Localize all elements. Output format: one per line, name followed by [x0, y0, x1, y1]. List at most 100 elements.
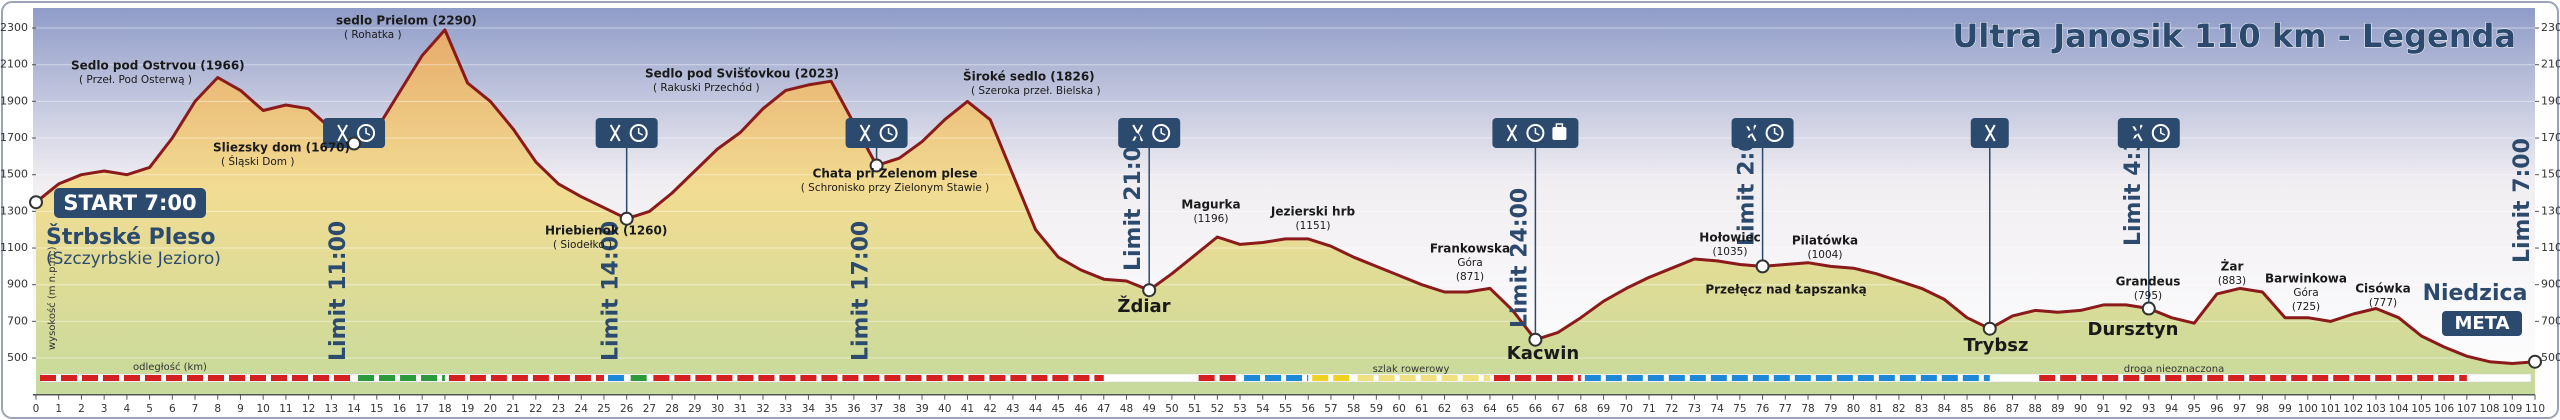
clock-icon: [1765, 124, 1784, 142]
x-tick-label: 106: [2434, 403, 2454, 415]
x-tick-label: 23: [552, 403, 565, 415]
clock-icon: [2151, 124, 2170, 142]
x-tick-label: 75: [1733, 403, 1746, 415]
knife-icon: [337, 124, 348, 142]
waypoint: [1528, 332, 1543, 347]
x-tick-label: 7: [192, 403, 199, 415]
clock-icon: [1526, 124, 1545, 142]
x-tick-label: 51: [1188, 403, 1201, 415]
x-tick-label: 16: [393, 403, 407, 415]
knife-icon: [609, 124, 621, 142]
knife-icon: [1745, 124, 1757, 142]
x-tick-label: 88: [2029, 403, 2042, 415]
x-tick-label: 36: [847, 403, 861, 415]
x-tick-label: 48: [1120, 403, 1133, 415]
y-tick-label-right: 900: [2541, 278, 2560, 291]
x-tick-label: 70: [1620, 403, 1633, 415]
x-tick-label: 21: [506, 403, 519, 415]
clock-icon: [879, 124, 898, 142]
place-label: Niedzica: [2423, 281, 2528, 306]
x-tick-label: 55: [1279, 403, 1292, 415]
peak-label: Barwinkowa: [2265, 272, 2347, 286]
x-tick-label: 59: [1370, 403, 1383, 415]
finish-label: META: [2454, 313, 2509, 334]
x-tick-label: 91: [2097, 403, 2110, 415]
x-tick-label: 95: [2188, 403, 2201, 415]
place-label: Dursztyn: [2088, 319, 2179, 340]
x-tick-label: 9: [237, 403, 244, 415]
x-tick-label: 89: [2051, 403, 2064, 415]
x-tick-label: 13: [325, 403, 338, 415]
x-tick-label: 82: [1892, 403, 1905, 415]
y-tick-label: 1900: [0, 94, 28, 107]
x-tick-label: 57: [1324, 403, 1337, 415]
waypoint: [2141, 301, 2156, 316]
x-tick-label: 54: [1256, 403, 1270, 415]
x-tick-label: 102: [2343, 403, 2363, 415]
peak-sublabel: Góra: [1457, 257, 1482, 269]
x-tick-label: 77: [1779, 403, 1792, 415]
peak-sublabel: (795): [2134, 290, 2162, 302]
x-tick-label: 32: [756, 403, 769, 415]
y-tick-label-right: 2100: [2541, 58, 2560, 71]
y-tick-label-right: 1500: [2541, 168, 2560, 181]
area-fill: [36, 29, 2535, 395]
y-tick-label: 500: [7, 351, 28, 364]
x-tick-label: 45: [1052, 403, 1065, 415]
peak-label: Frankowska: [1430, 242, 1510, 256]
x-tick-label: 105: [2411, 403, 2431, 415]
peak-label: Hriebienok (1260): [545, 224, 667, 238]
clock-icon: [629, 124, 648, 142]
y-tick-label-right: 1100: [2541, 241, 2560, 254]
x-tick-label: 84: [1938, 403, 1952, 415]
finish-box: [2442, 311, 2522, 336]
x-tick-label: 83: [1915, 403, 1928, 415]
x-tick-label: 0: [33, 403, 40, 415]
clock-hands: [637, 128, 644, 136]
x-tick-label: 90: [2074, 403, 2087, 415]
x-tick-label: 67: [1551, 403, 1564, 415]
y-tick-label-right: 2300: [2541, 21, 2560, 34]
x-tick-label: 76: [1756, 403, 1770, 415]
elevation-line: [35, 28, 2536, 365]
clock-icon: [357, 124, 376, 142]
peak-sublabel: ( Rohatka ): [344, 29, 402, 41]
x-tick-label: 85: [1960, 403, 1973, 415]
limit-label: Limit 14:00: [599, 221, 624, 361]
x-tick-label: 87: [2006, 403, 2019, 415]
x-tick-label: 28: [665, 403, 678, 415]
x-tick-label: 8: [214, 403, 221, 415]
peak-label: Jezierski hrb: [1270, 205, 1356, 219]
x-tick-label: 80: [1847, 403, 1860, 415]
x-tick-label: 63: [1461, 403, 1474, 415]
peak-sublabel: Góra: [2293, 287, 2318, 299]
x-tick-label: 11: [279, 403, 292, 415]
clock-icon: [1152, 124, 1171, 142]
place-label: (Szczyrbskie Jezioro): [46, 249, 221, 269]
x-tick-label: 50: [1165, 403, 1178, 415]
peak-label: Sliezsky dom (1670): [213, 141, 350, 155]
route-note: droga nieoznaczona: [2124, 364, 2224, 375]
x-tick-label: 108: [2480, 403, 2500, 415]
x-tick-label: 40: [938, 403, 951, 415]
route-note: szlak rowerowy: [1373, 364, 1450, 375]
x-tick-label: 41: [961, 403, 974, 415]
x-tick-label: 72: [1665, 403, 1678, 415]
peak-label: Pilatówka: [1792, 234, 1858, 248]
peak-sublabel: ( Schronisko przy Zielonym Stawie ): [801, 182, 990, 194]
limit-label: Limit 7:00: [2510, 138, 2535, 263]
x-tick-label: 34: [802, 403, 816, 415]
x-tick-label: 4: [124, 403, 131, 415]
x-tick-label: 92: [2119, 403, 2132, 415]
waypoint: [1142, 283, 1157, 298]
place-label: Trybsz: [1964, 335, 2029, 356]
x-tick-label: 43: [1006, 403, 1019, 415]
peak-label: Široké sedlo (1826): [963, 69, 1095, 84]
peak-sublabel: ( Śląski Dom ): [221, 155, 294, 168]
x-tick-label: 35: [824, 403, 837, 415]
peak-label: Chata pri Zelenom plese: [813, 167, 978, 181]
x-tick-label: 46: [1074, 403, 1088, 415]
x-tick-label: 79: [1824, 403, 1837, 415]
bag-handle: [1555, 123, 1564, 129]
